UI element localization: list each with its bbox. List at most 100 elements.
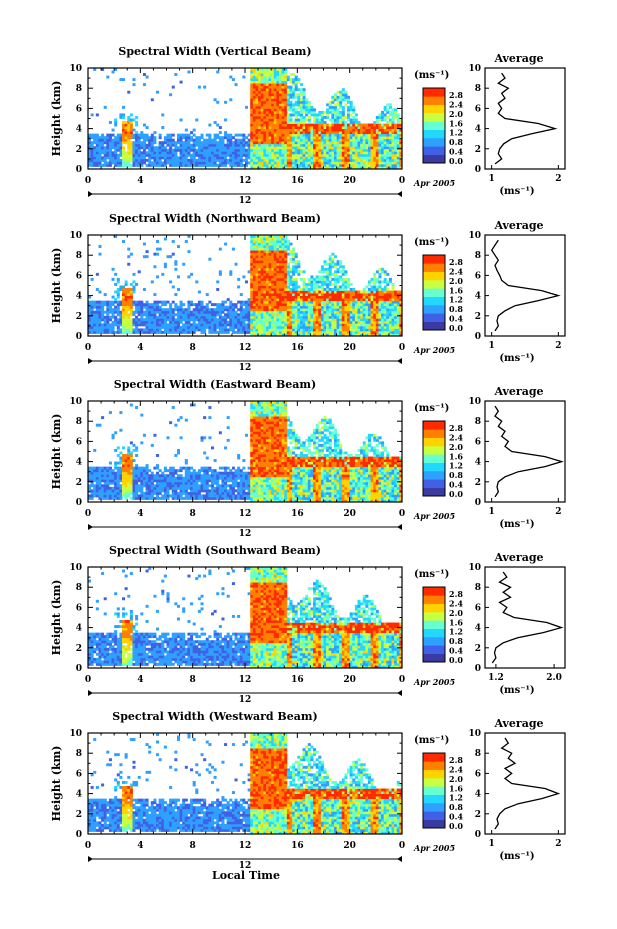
heatmap-cell bbox=[281, 73, 285, 76]
heatmap-cell bbox=[394, 138, 398, 142]
heatmap-cell bbox=[190, 163, 194, 167]
heatmap-cell bbox=[333, 318, 337, 322]
heatmap-cell bbox=[150, 161, 154, 165]
heatmap-cell bbox=[150, 310, 154, 314]
heatmap-cell bbox=[158, 305, 162, 309]
panel-2: Spectral Width (Northward Beam)0 4 8 12 16 20… bbox=[50, 212, 566, 373]
heatmap-cell bbox=[302, 325, 306, 329]
heatmap-cell bbox=[331, 290, 335, 294]
heatmap-cell bbox=[349, 303, 353, 307]
heatmap-cell bbox=[245, 141, 249, 145]
heatmap-cell bbox=[281, 136, 285, 140]
heatmap-cell bbox=[122, 141, 126, 145]
heatmap-cell bbox=[394, 108, 398, 112]
heatmap-cell bbox=[294, 255, 298, 259]
heatmap-cell bbox=[106, 138, 110, 142]
heatmap-cell bbox=[396, 138, 400, 142]
heatmap-cell bbox=[352, 298, 356, 302]
heatmap-cell bbox=[276, 83, 280, 87]
heatmap-cell bbox=[336, 293, 340, 296]
heatmap-cell bbox=[310, 113, 314, 117]
heatmap-cell bbox=[111, 138, 115, 142]
heatmap-cell bbox=[245, 136, 249, 140]
heatmap-cell bbox=[279, 88, 283, 92]
heatmap-cell bbox=[391, 288, 395, 291]
heatmap-cell bbox=[328, 118, 332, 122]
heatmap-cell bbox=[263, 323, 267, 327]
heatmap-cell bbox=[326, 295, 330, 299]
heatmap-cell bbox=[271, 78, 275, 82]
heatmap-cell bbox=[323, 328, 327, 332]
heatmap-cell bbox=[297, 136, 301, 140]
heatmap-cell bbox=[252, 153, 256, 157]
heatmap-cell bbox=[326, 113, 330, 117]
heatmap-cell bbox=[210, 161, 214, 165]
heatmap-cell bbox=[399, 136, 403, 140]
heatmap-cell bbox=[255, 158, 259, 162]
heatmap-cell bbox=[341, 151, 345, 155]
heatmap-cell bbox=[344, 95, 348, 99]
heatmap-cell bbox=[127, 153, 131, 157]
heatmap-cell bbox=[331, 305, 335, 309]
heatmap-cell bbox=[106, 303, 110, 307]
heatmap-cell bbox=[218, 323, 222, 327]
heatmap-cell bbox=[255, 240, 259, 243]
heatmap-cell bbox=[195, 308, 199, 312]
heatmap-cell bbox=[163, 325, 167, 329]
heatmap-cell bbox=[326, 323, 330, 327]
heatmap-cell bbox=[281, 90, 285, 94]
heatmap-cell bbox=[273, 313, 277, 317]
heatmap-cell bbox=[140, 143, 144, 147]
heatmap-cell bbox=[289, 308, 293, 312]
heatmap-cell bbox=[276, 280, 280, 284]
heatmap-cell bbox=[286, 136, 290, 140]
heatmap-cell bbox=[221, 146, 225, 150]
heatmap-cell bbox=[247, 298, 251, 302]
heatmap-cell bbox=[347, 166, 351, 170]
heatmap-cell bbox=[333, 295, 337, 299]
heatmap-cell bbox=[111, 310, 115, 314]
heatmap-cell bbox=[373, 295, 377, 299]
heatmap-cell bbox=[255, 325, 259, 329]
heatmap-cell bbox=[213, 143, 217, 147]
heatmap-cell bbox=[252, 257, 256, 261]
heatmap-cell bbox=[396, 118, 400, 122]
heatmap-cell bbox=[279, 105, 283, 109]
heatmap-cell bbox=[320, 158, 324, 162]
heatmap-cell bbox=[318, 318, 322, 322]
heatmap-cell bbox=[354, 166, 358, 170]
heatmap-cell bbox=[182, 262, 186, 266]
colorbar-unit-label: (ms⁻¹) bbox=[414, 70, 449, 81]
heatmap-cell bbox=[302, 146, 306, 150]
heatmap-cell bbox=[370, 163, 374, 167]
heatmap-cell bbox=[171, 158, 175, 162]
heatmap-cell bbox=[108, 146, 112, 150]
colorbar-tick-label: 2.8 bbox=[449, 90, 463, 100]
heatmap-cell bbox=[349, 143, 353, 147]
heatmap-cell bbox=[297, 303, 301, 307]
heatmap-cell bbox=[378, 133, 382, 137]
heatmap-cell bbox=[265, 250, 269, 254]
heatmap-cell bbox=[150, 303, 154, 307]
heatmap-cell bbox=[323, 262, 327, 266]
heatmap-cell bbox=[265, 247, 269, 251]
heatmap-cell bbox=[187, 161, 191, 165]
heatmap-cell bbox=[255, 103, 259, 107]
heatmap-cell bbox=[192, 146, 196, 150]
heatmap-cell bbox=[294, 126, 298, 129]
heatmap-cell bbox=[255, 141, 259, 145]
heatmap-cell bbox=[229, 141, 233, 145]
heatmap-cell bbox=[260, 123, 264, 127]
heatmap-cell bbox=[260, 252, 264, 256]
heatmap-cell bbox=[132, 153, 136, 157]
heatmap-cell bbox=[252, 260, 256, 264]
heatmap-cell bbox=[294, 310, 298, 314]
heatmap-cell bbox=[344, 320, 348, 324]
heatmap-cell bbox=[255, 328, 259, 332]
heatmap-cell bbox=[213, 325, 217, 329]
heatmap-cell bbox=[354, 126, 358, 129]
heatmap-cell bbox=[320, 320, 324, 324]
heatmap-cell bbox=[252, 242, 256, 246]
heatmap-cell bbox=[344, 151, 348, 155]
heatmap-cell bbox=[242, 138, 246, 142]
